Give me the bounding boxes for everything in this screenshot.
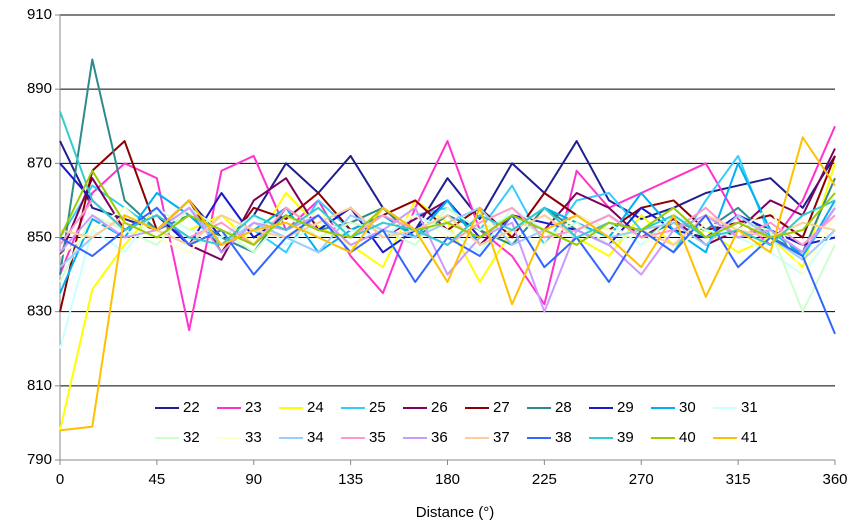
y-tick-label: 790: [27, 451, 52, 468]
y-tick-label: 870: [27, 154, 52, 171]
series-line: [59, 206, 836, 335]
x-tick-label: 270: [629, 471, 654, 488]
legend-label: 24: [307, 399, 324, 416]
legend-label: 30: [679, 399, 696, 416]
legend-label: 28: [555, 399, 572, 416]
legend-label: 38: [555, 429, 572, 446]
x-tick-label: 315: [726, 471, 751, 488]
series-line: [59, 125, 836, 332]
legend-label: 36: [431, 429, 448, 446]
x-axis-label: Distance (°): [416, 504, 495, 521]
y-tick-label: 830: [27, 303, 52, 320]
legend-label: 25: [369, 399, 386, 416]
series-line: [59, 206, 836, 350]
legend-label: 29: [617, 399, 634, 416]
y-tick-label: 810: [27, 377, 52, 394]
x-tick-label: 0: [56, 471, 64, 488]
legend-label: 26: [431, 399, 448, 416]
x-tick-label: 45: [149, 471, 166, 488]
legend-label: 39: [617, 429, 634, 446]
legend-box: [145, 392, 785, 452]
x-tick-label: 135: [338, 471, 363, 488]
x-tick-label: 180: [435, 471, 460, 488]
legend-label: 23: [245, 399, 262, 416]
legend-label: 32: [183, 429, 200, 446]
series-line: [59, 136, 836, 432]
legend-label: 22: [183, 399, 200, 416]
legend-label: 35: [369, 429, 386, 446]
y-tick-label: 850: [27, 228, 52, 245]
x-tick-label: 90: [245, 471, 262, 488]
series-line: [59, 169, 836, 246]
y-tick-label: 890: [27, 80, 52, 97]
legend-label: 33: [245, 429, 262, 446]
legend-label: 37: [493, 429, 510, 446]
legend-label: 31: [741, 399, 758, 416]
legend-label: 34: [307, 429, 324, 446]
y-tick-label: 910: [27, 6, 52, 23]
legend-label: 41: [741, 429, 758, 446]
x-tick-label: 360: [822, 471, 847, 488]
x-tick-label: 225: [532, 471, 557, 488]
legend-label: 27: [493, 399, 510, 416]
legend-label: 40: [679, 429, 696, 446]
